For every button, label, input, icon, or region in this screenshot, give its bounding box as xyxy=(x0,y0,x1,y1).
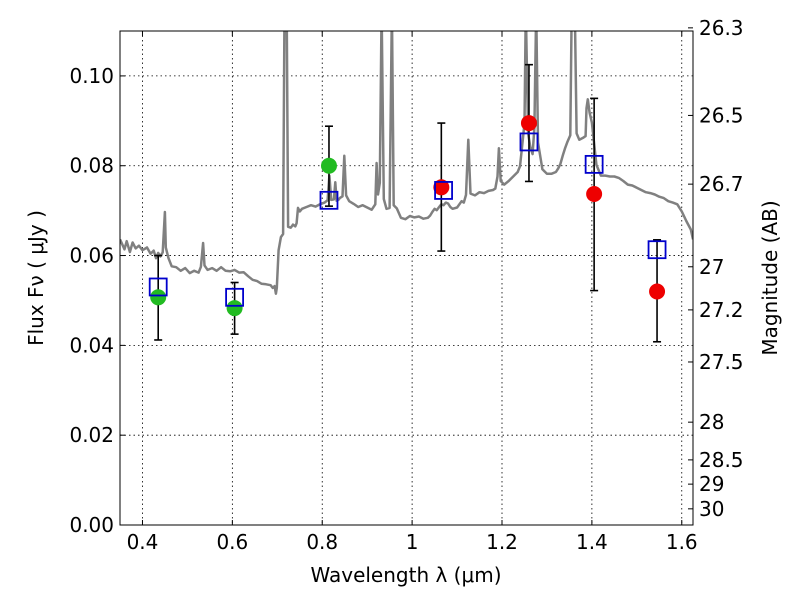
model-photometry-box xyxy=(148,277,168,297)
red-data-point xyxy=(586,186,603,203)
x-tick-label: 0.8 xyxy=(306,530,338,554)
y-tick-label: 0.04 xyxy=(69,333,114,357)
right-tick-label: 29 xyxy=(699,472,724,496)
x-tick-label: 1.4 xyxy=(576,530,608,554)
plot-area xyxy=(120,31,693,343)
red-data-point xyxy=(649,283,666,300)
right-tick-label: 26.5 xyxy=(699,103,744,127)
right-tick-label: 27.5 xyxy=(699,350,744,374)
x-axis-label: Wavelength λ (μm) xyxy=(310,563,501,587)
right-tick-label: 26.3 xyxy=(699,16,744,40)
red-data-point xyxy=(520,115,537,132)
right-tick-label: 26.7 xyxy=(699,172,744,196)
y-tick-label: 0.06 xyxy=(69,244,114,268)
right-tick-label: 28 xyxy=(699,410,724,434)
green-data-point xyxy=(320,157,337,174)
model-photometry-box xyxy=(225,287,245,307)
model-photometry-box xyxy=(584,154,604,174)
grid-lines xyxy=(120,31,693,526)
model-photometry-box xyxy=(434,181,453,200)
errorbar-layer xyxy=(154,63,662,343)
axis-tick-labels: 0.4 0.6 0.8 1 1.2 1.4 1.6 0.00 0.02 0.04 0.06 0.08 0… xyxy=(69,16,743,554)
right-tick-label: 27 xyxy=(699,255,724,279)
axis-ticks xyxy=(120,27,693,526)
red-data-point xyxy=(433,179,450,196)
x-tick-label: 0.4 xyxy=(127,530,159,554)
x-tick-label: 1.2 xyxy=(486,530,518,554)
model-spectrum-line xyxy=(120,31,693,295)
y-axis-label: Flux Fν ( μJy ) xyxy=(24,210,48,346)
y-tick-label: 0.00 xyxy=(69,513,114,537)
green-data-point xyxy=(150,289,167,306)
marker-layer xyxy=(148,115,667,317)
model-photometry-box xyxy=(519,132,539,152)
x-tick-label: 1 xyxy=(406,530,419,554)
plot-frame xyxy=(119,30,694,526)
green-data-point xyxy=(226,300,243,317)
right-axis-label: Magnitude (AB) xyxy=(758,200,782,355)
y-tick-label: 0.10 xyxy=(69,64,114,88)
model-spectrum-layer xyxy=(120,31,693,295)
model-photometry-box xyxy=(647,240,667,260)
x-tick-label: 1.6 xyxy=(666,530,698,554)
y-tick-label: 0.08 xyxy=(69,154,114,178)
right-tick-label: 28.5 xyxy=(699,448,744,472)
right-tick-label: 30 xyxy=(699,497,724,521)
y-tick-label: 0.02 xyxy=(69,423,114,447)
model-photometry-box xyxy=(319,190,339,210)
right-tick-label: 27.2 xyxy=(699,298,744,322)
x-tick-label: 0.6 xyxy=(216,530,248,554)
